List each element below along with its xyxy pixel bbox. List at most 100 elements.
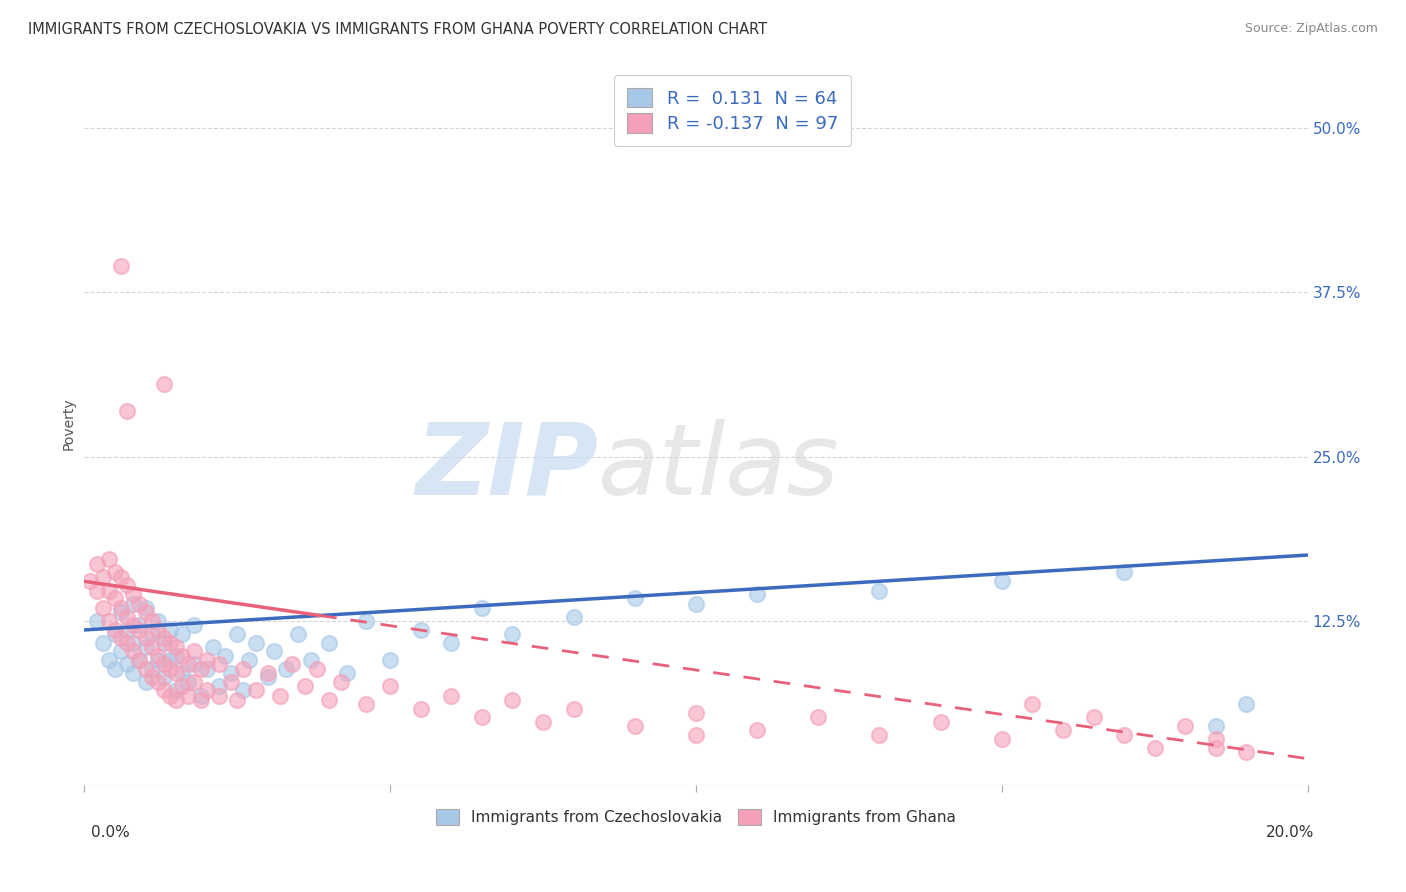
Point [115, 609, 138, 624]
Point [110, 600, 132, 615]
Point [330, 675, 353, 690]
Point [91, 600, 114, 615]
Y-axis label: Poverty: Poverty [62, 398, 76, 450]
Point [257, 666, 280, 681]
Point [269, 689, 291, 703]
Point [190, 689, 212, 703]
Point [208, 689, 231, 703]
Text: 0.0%: 0.0% [91, 825, 131, 840]
Point [159, 636, 181, 650]
Point [263, 644, 285, 658]
Point [1021, 697, 1043, 711]
Point [141, 662, 163, 676]
Point [747, 587, 769, 601]
Point [110, 259, 132, 273]
Point [195, 662, 218, 676]
Point [104, 591, 127, 606]
Point [146, 623, 169, 637]
Point [257, 670, 280, 684]
Point [354, 614, 377, 628]
Point [1236, 697, 1258, 711]
Point [135, 640, 157, 654]
Point [183, 657, 205, 672]
Point [115, 657, 138, 672]
Point [91, 636, 114, 650]
Point [177, 689, 200, 703]
Point [141, 640, 163, 654]
Point [159, 662, 181, 676]
Point [354, 697, 377, 711]
Legend: Immigrants from Czechoslovakia, Immigrants from Ghana: Immigrants from Czechoslovakia, Immigran… [430, 803, 962, 831]
Point [172, 627, 194, 641]
Point [1205, 719, 1227, 733]
Point [409, 623, 432, 637]
Point [115, 636, 138, 650]
Point [991, 731, 1014, 746]
Point [159, 623, 181, 637]
Point [502, 692, 524, 706]
Point [115, 403, 138, 417]
Point [869, 728, 891, 742]
Point [146, 649, 169, 664]
Point [1205, 731, 1227, 746]
Point [1236, 745, 1258, 759]
Point [172, 666, 194, 681]
Point [104, 623, 127, 637]
Point [318, 692, 340, 706]
Point [110, 570, 132, 584]
Point [624, 719, 647, 733]
Point [165, 649, 187, 664]
Point [208, 680, 231, 694]
Point [122, 644, 145, 658]
Point [135, 675, 157, 690]
Point [471, 709, 494, 723]
Point [97, 552, 120, 566]
Point [1083, 709, 1105, 723]
Point [91, 570, 114, 584]
Point [1114, 728, 1136, 742]
Point [128, 653, 150, 667]
Point [562, 609, 585, 624]
Point [201, 640, 224, 654]
Point [165, 683, 187, 698]
Point [238, 653, 260, 667]
Point [245, 636, 267, 650]
Point [153, 670, 176, 684]
Point [135, 605, 157, 619]
Point [153, 683, 176, 698]
Point [226, 627, 249, 641]
Point [1174, 719, 1197, 733]
Point [122, 666, 145, 681]
Point [79, 574, 101, 589]
Point [86, 583, 108, 598]
Point [245, 683, 267, 698]
Point [177, 657, 200, 672]
Text: Source: ZipAtlas.com: Source: ZipAtlas.com [1244, 22, 1378, 36]
Point [128, 617, 150, 632]
Point [165, 692, 187, 706]
Point [97, 583, 120, 598]
Point [159, 653, 181, 667]
Point [135, 662, 157, 676]
Point [115, 623, 138, 637]
Point [380, 653, 402, 667]
Point [97, 653, 120, 667]
Point [471, 600, 494, 615]
Point [122, 597, 145, 611]
Text: atlas: atlas [598, 418, 839, 516]
Point [146, 614, 169, 628]
Point [183, 617, 205, 632]
Point [991, 574, 1014, 589]
Point [287, 627, 309, 641]
Point [153, 377, 176, 392]
Point [232, 683, 254, 698]
Point [562, 702, 585, 716]
Point [195, 653, 218, 667]
Point [232, 662, 254, 676]
Point [110, 605, 132, 619]
Point [1114, 565, 1136, 579]
Point [183, 675, 205, 690]
Point [141, 614, 163, 628]
Point [219, 666, 242, 681]
Point [226, 692, 249, 706]
